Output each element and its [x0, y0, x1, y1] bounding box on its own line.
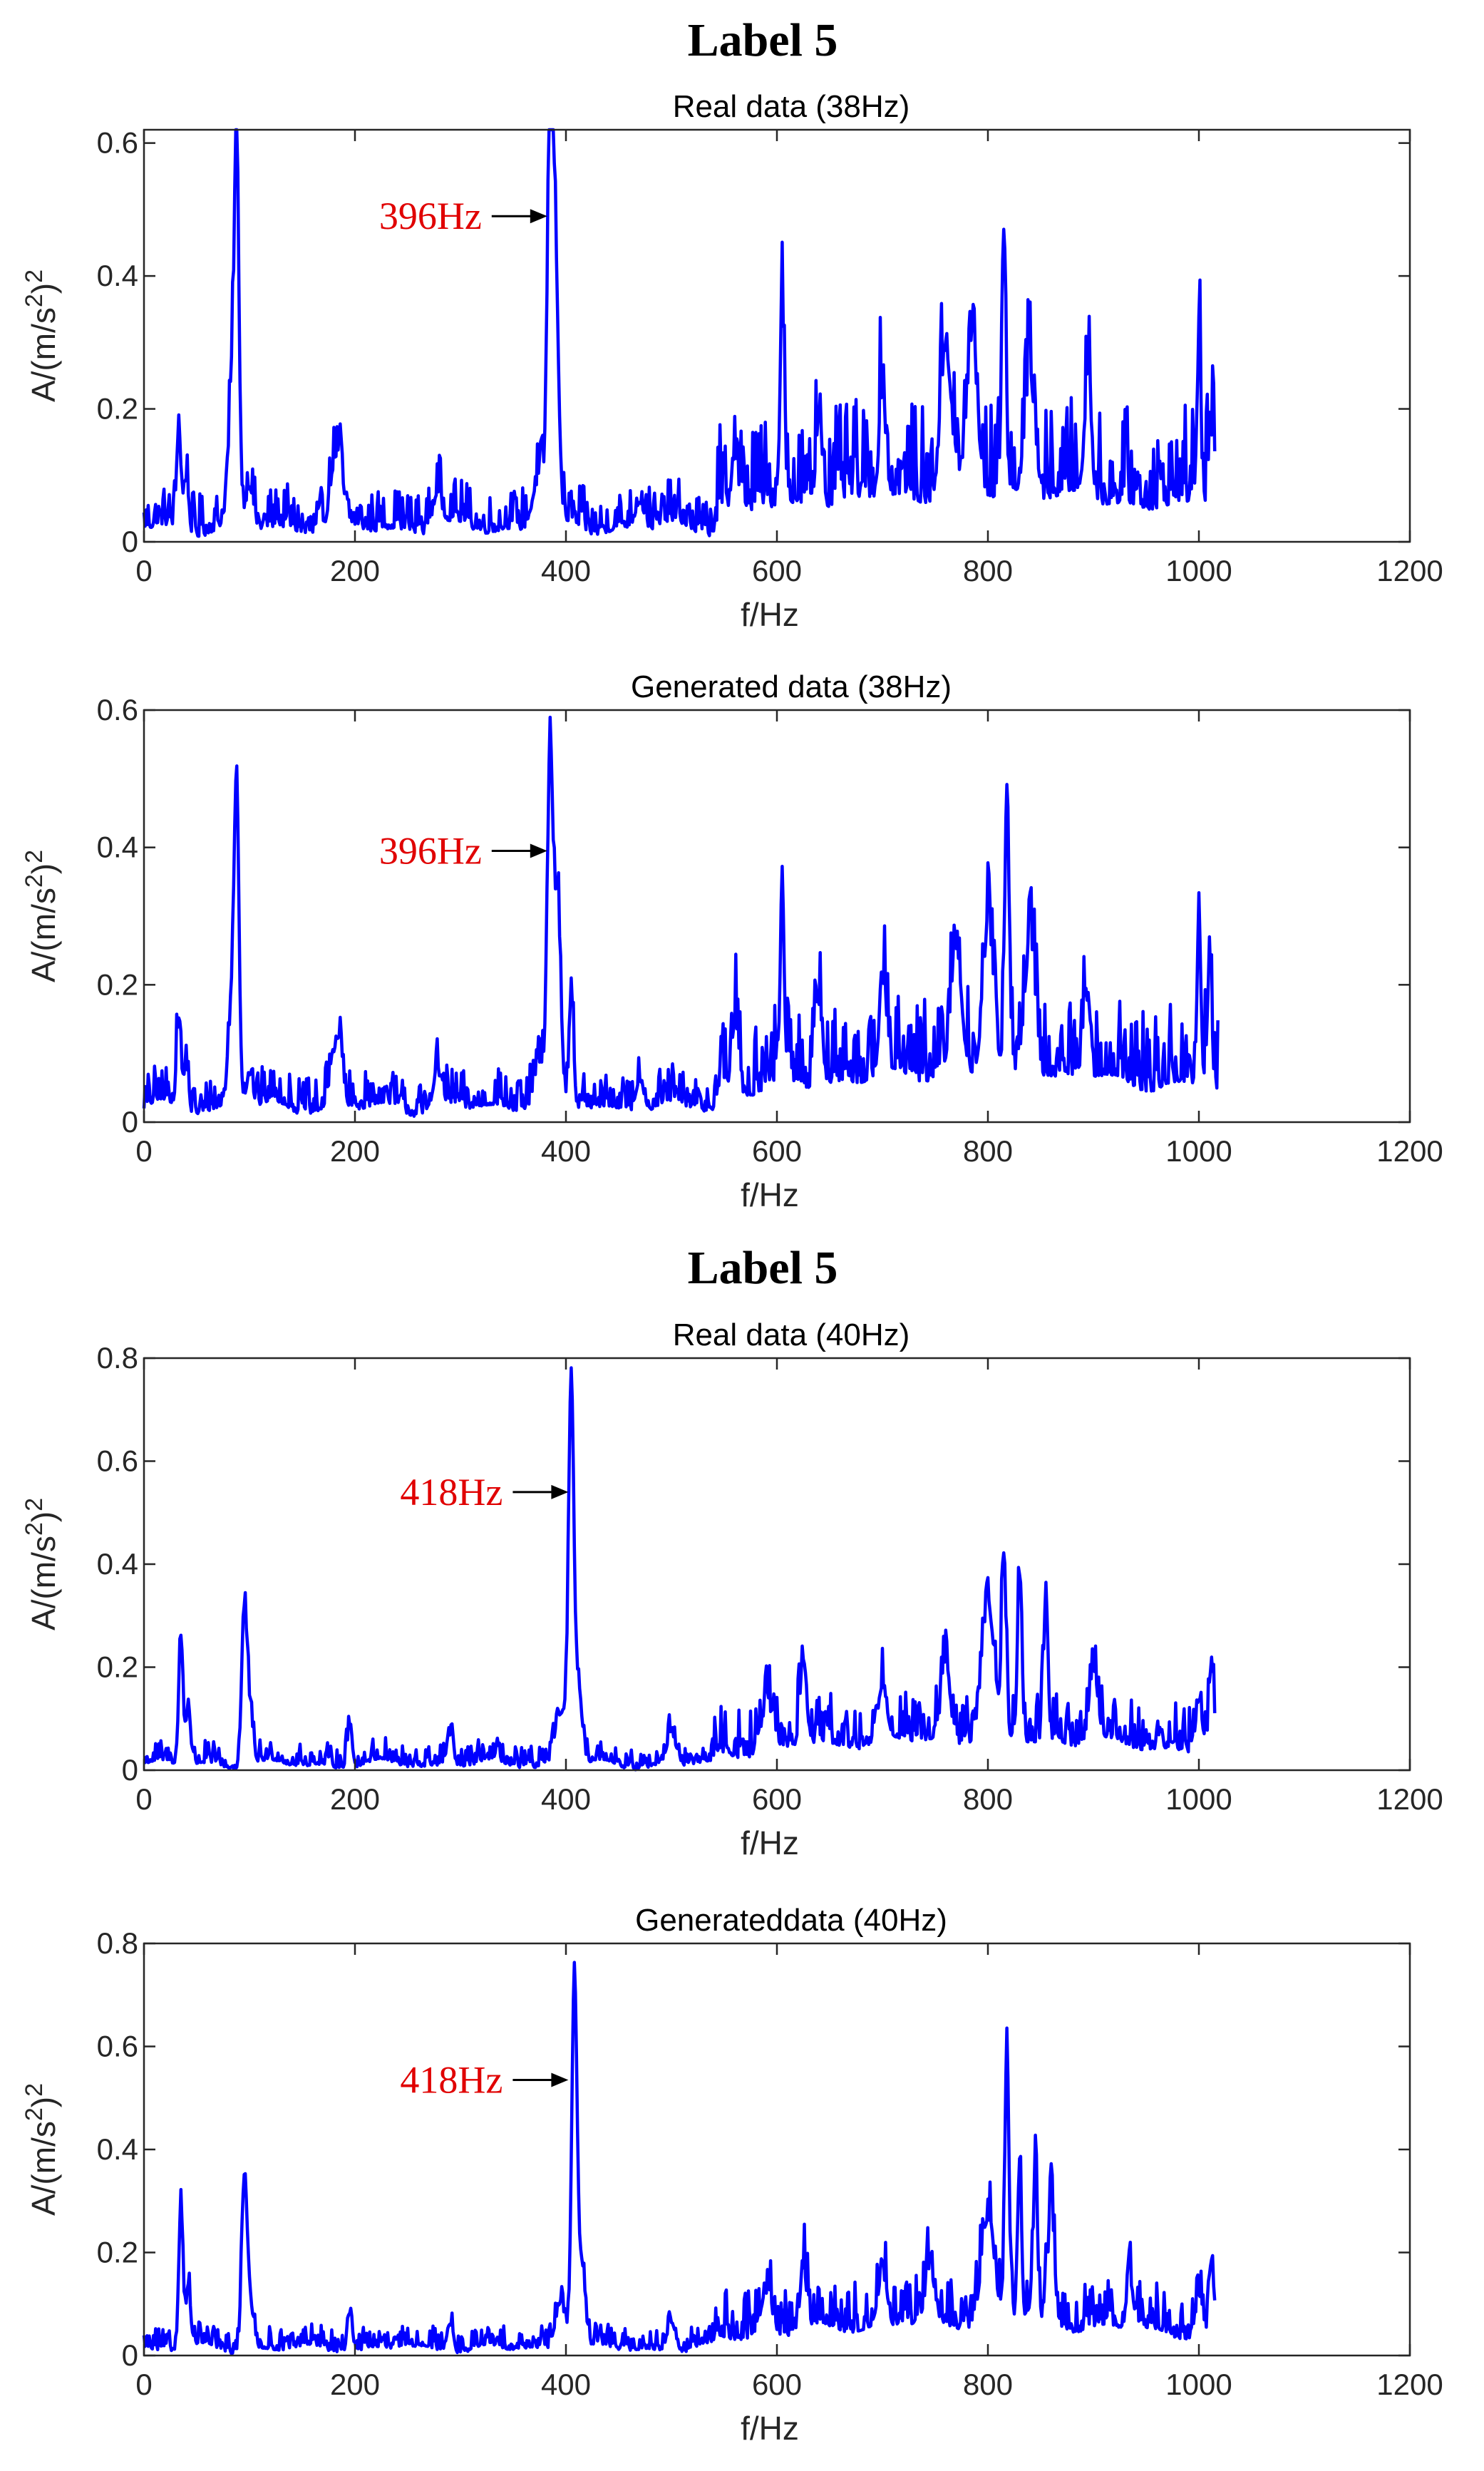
x-tick-label: 600 — [752, 2368, 802, 2401]
x-tick-label: 600 — [752, 1134, 802, 1168]
x-tick-label: 400 — [541, 1782, 591, 1816]
y-tick-label: 0.8 — [97, 1341, 138, 1375]
series-line — [142, 1961, 1217, 2356]
peak-annotation-arrow-head — [530, 843, 547, 858]
x-axis-label: f/Hz — [741, 1176, 799, 1213]
y-tick-label: 0 — [122, 1105, 138, 1139]
x-tick-label: 600 — [752, 554, 802, 587]
x-tick-label: 200 — [330, 2368, 380, 2401]
plot-title: Generateddata (40Hz) — [635, 1903, 947, 1938]
y-tick-label: 0.4 — [97, 2132, 138, 2166]
x-tick-label: 200 — [330, 554, 380, 587]
x-tick-label: 1200 — [1376, 1134, 1443, 1168]
x-tick-label: 1200 — [1376, 1782, 1443, 1816]
x-tick-label: 0 — [135, 2368, 152, 2401]
y-axis-label: A/(m/s2)2 — [21, 2083, 62, 2216]
series-line — [142, 128, 1217, 538]
x-tick-label: 1000 — [1165, 2368, 1232, 2401]
subplot-2: Generated data (38Hz) 0 200 400 600 800 1000 12… — [21, 669, 1443, 1213]
x-tick-label: 0 — [135, 554, 152, 587]
x-tick-label: 1000 — [1165, 1782, 1232, 1816]
x-tick-label: 400 — [541, 554, 591, 587]
y-tick-label: 0.2 — [97, 1650, 138, 1684]
series-line — [142, 715, 1220, 1118]
group-title-1: Label 5 — [688, 14, 838, 66]
x-tick-label: 0 — [135, 1134, 152, 1168]
x-axis-label: f/Hz — [741, 1824, 799, 1861]
plots-area: Real data (38Hz) 0 200 400 600 800 1000 1200 0 0.… — [21, 89, 1443, 2447]
y-tick-label: 0.6 — [97, 693, 138, 726]
y-tick-label: 0.6 — [97, 126, 138, 160]
axes-box — [143, 709, 1411, 1124]
x-axis-label: f/Hz — [741, 596, 799, 633]
peak-annotation-label: 418Hz — [400, 1471, 503, 1514]
y-tick-label: 0.6 — [97, 1444, 138, 1478]
y-tick-label: 0.2 — [97, 392, 138, 426]
y-tick-label: 0.2 — [97, 2236, 138, 2269]
x-tick-label: 800 — [963, 1134, 1013, 1168]
peak-annotation-arrow-head — [530, 209, 547, 224]
y-axis-label: A/(m/s2)2 — [21, 850, 62, 982]
x-tick-label: 0 — [135, 1782, 152, 1816]
y-tick-label: 0.4 — [97, 1547, 138, 1581]
x-tick-label: 200 — [330, 1134, 380, 1168]
y-tick-label: 0.2 — [97, 967, 138, 1001]
x-axis-label: f/Hz — [741, 2410, 799, 2447]
x-tick-label: 800 — [963, 554, 1013, 587]
y-tick-label: 0 — [122, 525, 138, 558]
peak-annotation-label: 396Hz — [379, 829, 482, 872]
x-tick-label: 1200 — [1376, 554, 1443, 587]
y-axis-label: A/(m/s2)2 — [21, 269, 62, 402]
group-title-2: Label 5 — [688, 1242, 838, 1294]
series-line — [143, 1366, 1217, 1772]
x-tick-label: 200 — [330, 1782, 380, 1816]
x-tick-label: 600 — [752, 1782, 802, 1816]
subplot-1: Real data (38Hz) 0 200 400 600 800 1000 1200 0 0.… — [21, 89, 1443, 633]
y-tick-label: 0 — [122, 1753, 138, 1787]
x-tick-label: 1000 — [1165, 554, 1232, 587]
y-tick-label: 0.6 — [97, 2030, 138, 2063]
x-tick-label: 400 — [541, 1134, 591, 1168]
axes-box — [143, 1942, 1411, 2357]
subplot-4: Generateddata (40Hz) 0 200 400 600 800 1000 120… — [21, 1903, 1443, 2447]
plot-title: Real data (38Hz) — [673, 89, 910, 124]
x-tick-label: 800 — [963, 1782, 1013, 1816]
peak-annotation-arrow-head — [551, 1484, 569, 1499]
y-tick-label: 0.4 — [97, 259, 138, 292]
plot-title: Generated data (38Hz) — [631, 669, 952, 704]
y-tick-label: 0.4 — [97, 831, 138, 864]
peak-annotation-label: 396Hz — [379, 195, 482, 237]
y-tick-label: 0 — [122, 2338, 138, 2372]
x-tick-label: 400 — [541, 2368, 591, 2401]
x-tick-label: 800 — [963, 2368, 1013, 2401]
plot-title: Real data (40Hz) — [673, 1317, 910, 1352]
y-axis-label: A/(m/s2)2 — [21, 1498, 62, 1630]
peak-annotation-arrow-head — [551, 2072, 569, 2087]
x-tick-label: 1000 — [1165, 1134, 1232, 1168]
x-tick-label: 1200 — [1376, 2368, 1443, 2401]
peak-annotation-label: 418Hz — [400, 2058, 503, 2101]
subplot-3: Real data (40Hz) 0 200 400 600 800 1000 1200 0 0.… — [21, 1317, 1443, 1861]
y-tick-label: 0.8 — [97, 1926, 138, 1960]
